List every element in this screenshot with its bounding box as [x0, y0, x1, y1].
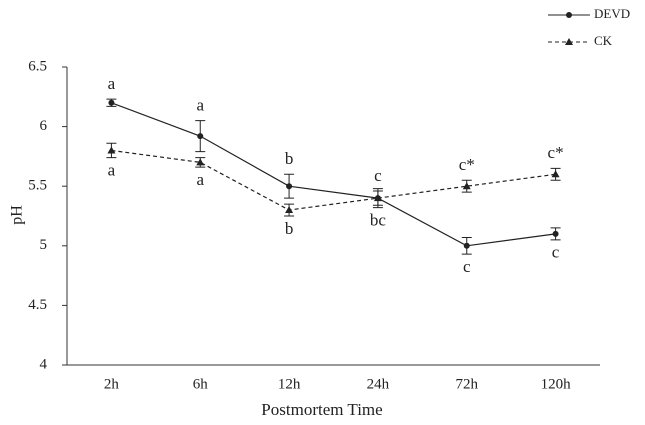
significance-letter: c	[552, 243, 560, 262]
data-point	[107, 146, 116, 154]
y-tick-label: 5	[40, 237, 48, 253]
y-tick-label: 6.5	[28, 58, 47, 74]
legend-marker	[566, 12, 572, 18]
significance-letter: bc	[370, 211, 387, 230]
legend-marker	[565, 38, 573, 45]
x-tick-label: 6h	[193, 376, 209, 392]
data-point	[196, 158, 205, 166]
significance-letter: b	[285, 219, 294, 238]
x-tick-label: 24h	[367, 376, 390, 392]
legend-label: CK	[594, 33, 613, 48]
x-tick-label: 120h	[541, 376, 572, 392]
legend-label: DEVD	[594, 6, 630, 21]
x-tick-label: 72h	[456, 376, 479, 392]
data-point	[285, 206, 294, 214]
data-point	[552, 230, 559, 237]
data-point	[551, 170, 560, 178]
data-point	[373, 194, 382, 202]
series-line	[111, 102, 556, 247]
y-axis-title: pH	[9, 205, 26, 225]
significance-letter: a	[108, 160, 116, 179]
data-point	[197, 133, 204, 140]
data-point	[286, 183, 293, 190]
x-tick-label: 12h	[278, 376, 301, 392]
significance-letter: c	[374, 166, 382, 185]
y-tick-label: 4	[40, 356, 48, 372]
x-tick-label: 2h	[104, 376, 120, 392]
x-axis-title: Postmortem Time	[261, 400, 382, 419]
y-tick-label: 5.5	[28, 178, 47, 194]
significance-letter: a	[196, 170, 204, 189]
y-tick-label: 4.5	[28, 297, 47, 313]
significance-letter: c*	[548, 143, 564, 162]
y-tick-label: 6	[40, 118, 48, 134]
significance-letter: b	[285, 149, 294, 168]
data-point	[108, 99, 115, 106]
data-point	[463, 242, 470, 249]
data-point	[462, 182, 471, 190]
significance-letter: a	[108, 74, 116, 93]
significance-letter: a	[196, 96, 204, 115]
significance-letter: c	[463, 257, 471, 276]
significance-letter: c*	[459, 155, 475, 174]
series-line	[111, 149, 556, 211]
